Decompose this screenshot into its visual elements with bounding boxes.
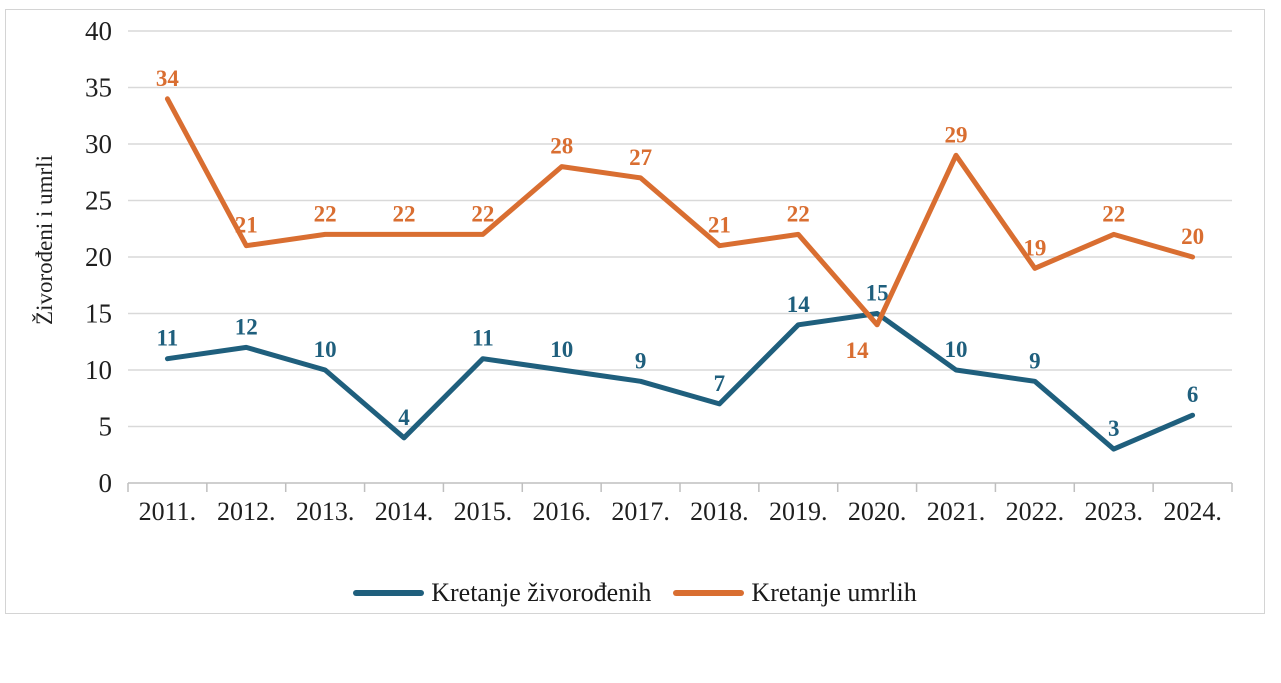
chart-frame xyxy=(5,9,1265,614)
x-tick-label: 2017. xyxy=(611,497,670,526)
data-label-series-1: 22 xyxy=(1102,201,1125,226)
x-tick-label: 2021. xyxy=(927,497,986,526)
x-tick-label: 2012. xyxy=(217,497,276,526)
y-tick-label: 0 xyxy=(99,468,113,498)
data-label-series-1: 22 xyxy=(393,201,416,226)
data-label-series-1: 29 xyxy=(945,122,968,147)
data-label-series-0: 10 xyxy=(945,337,968,362)
y-tick-label: 5 xyxy=(99,412,113,442)
chart-legend: Kretanje živorođenih Kretanje umrlih xyxy=(0,580,1270,606)
data-label-series-0: 3 xyxy=(1108,416,1120,441)
y-axis-title: Živorođeni i umrli xyxy=(32,155,57,325)
data-label-series-0: 14 xyxy=(787,292,811,317)
x-tick-label: 2019. xyxy=(769,497,828,526)
x-tick-label: 2013. xyxy=(296,497,355,526)
data-label-series-1: 22 xyxy=(787,201,810,226)
data-label-series-1: 28 xyxy=(550,134,573,159)
x-tick-label: 2020. xyxy=(848,497,907,526)
data-label-series-1: 22 xyxy=(471,201,494,226)
legend-item-zivorodjeni: Kretanje živorođenih xyxy=(353,580,651,606)
legend-swatch-umrli xyxy=(673,590,745,596)
y-tick-label: 20 xyxy=(85,242,112,272)
data-label-series-1: 34 xyxy=(156,66,180,91)
data-label-series-1: 21 xyxy=(708,213,731,238)
data-label-series-1: 20 xyxy=(1181,224,1204,249)
data-label-series-0: 6 xyxy=(1187,382,1199,407)
y-tick-label: 15 xyxy=(85,299,112,329)
legend-swatch-zivorodjeni xyxy=(353,590,425,596)
y-tick-label: 25 xyxy=(85,186,112,216)
x-tick-label: 2015. xyxy=(454,497,513,526)
legend-label-zivorodjeni: Kretanje živorođenih xyxy=(431,578,652,607)
x-tick-label: 2018. xyxy=(690,497,749,526)
data-label-series-0: 4 xyxy=(398,405,410,430)
y-tick-label: 10 xyxy=(85,355,112,385)
data-label-series-0: 11 xyxy=(472,326,494,351)
y-tick-label: 30 xyxy=(85,129,112,159)
y-tick-label: 35 xyxy=(85,73,112,103)
x-tick-label: 2023. xyxy=(1084,497,1143,526)
x-tick-label: 2016. xyxy=(532,497,591,526)
data-label-series-1: 22 xyxy=(314,201,337,226)
series-line-1 xyxy=(164,96,1196,328)
data-label-series-0: 12 xyxy=(235,314,258,339)
x-tick-label: 2022. xyxy=(1006,497,1065,526)
x-tick-label: 2011. xyxy=(139,497,197,526)
data-label-series-0: 10 xyxy=(314,337,337,362)
data-label-series-1: 14 xyxy=(846,338,870,363)
data-label-series-1: 21 xyxy=(235,213,258,238)
x-tick-label: 2024. xyxy=(1163,497,1222,526)
data-label-series-0: 11 xyxy=(157,326,179,351)
data-label-series-0: 7 xyxy=(714,371,726,396)
series-line-0 xyxy=(164,311,1196,452)
data-label-series-0: 10 xyxy=(550,337,573,362)
data-label-series-1: 19 xyxy=(1023,235,1046,260)
legend-label-umrli: Kretanje umrlih xyxy=(751,578,917,607)
legend-item-umrli: Kretanje umrlih xyxy=(673,578,917,607)
data-label-series-0: 9 xyxy=(635,348,647,373)
data-label-series-0: 15 xyxy=(866,281,889,306)
data-label-series-1: 27 xyxy=(629,145,652,170)
y-tick-label: 40 xyxy=(85,16,112,46)
x-tick-label: 2014. xyxy=(375,497,434,526)
data-label-series-0: 9 xyxy=(1029,348,1041,373)
